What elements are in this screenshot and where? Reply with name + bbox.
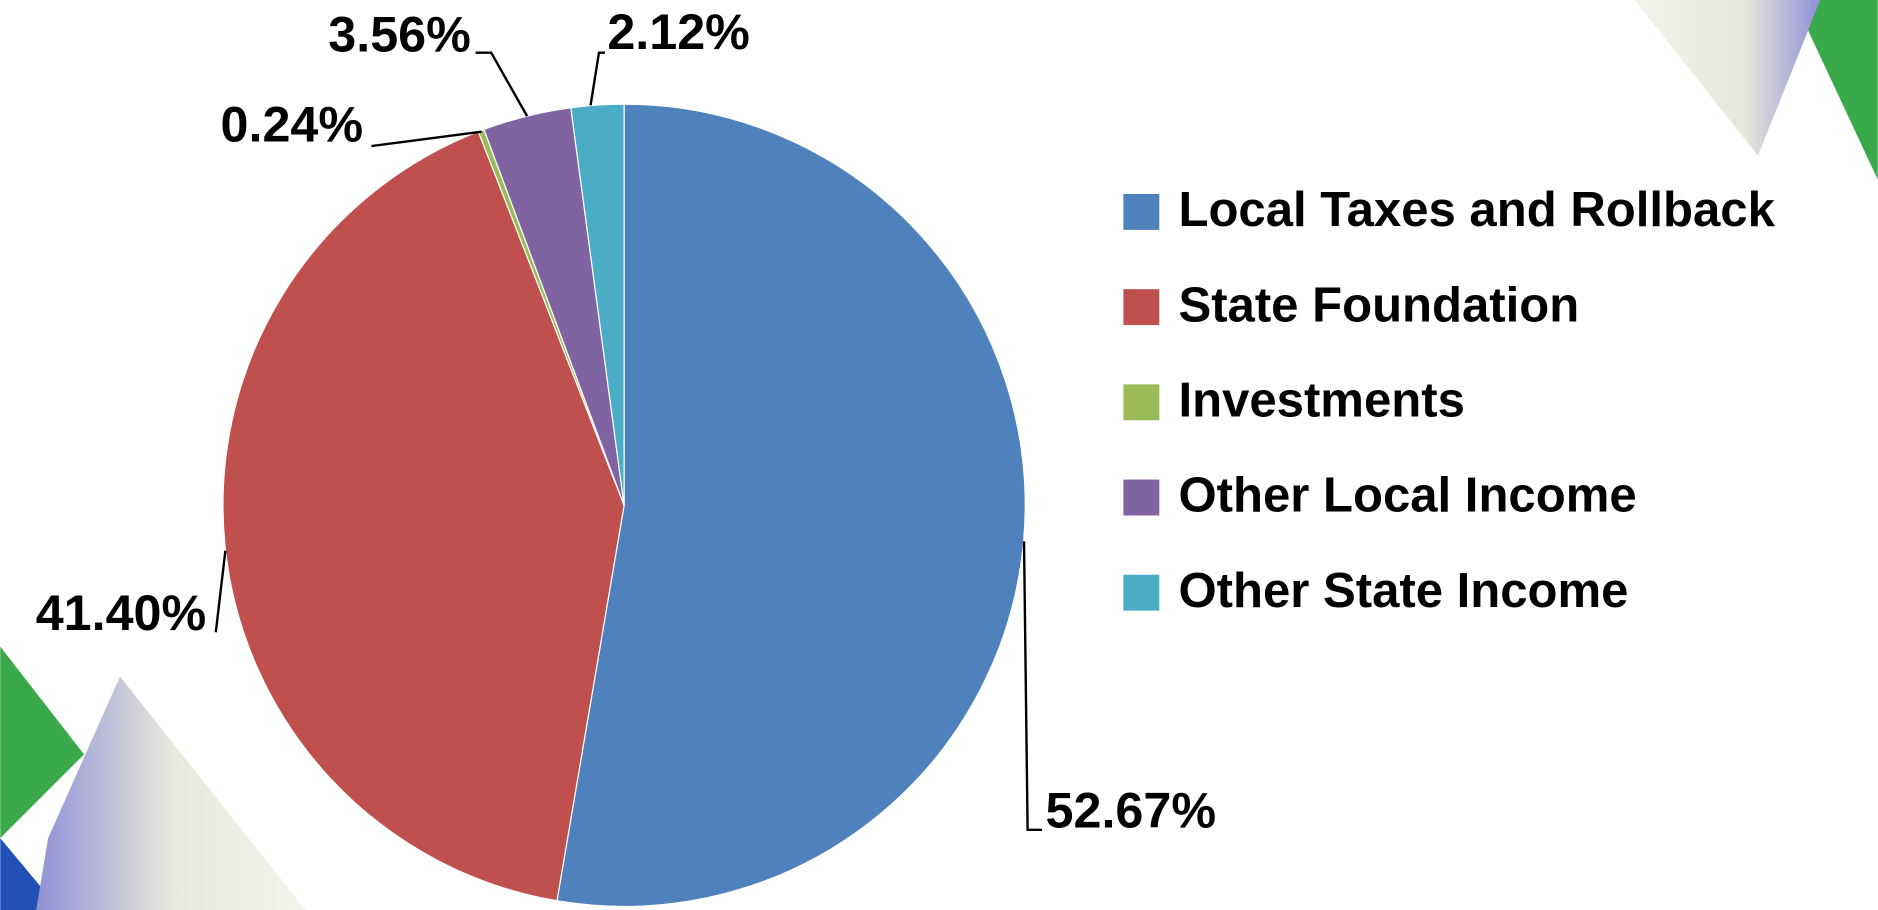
legend-label: Other Local Income <box>1178 469 1636 523</box>
leader-line <box>589 51 605 106</box>
data-label: 3.56% <box>328 6 471 63</box>
leader-line <box>371 130 482 148</box>
legend-label: Local Taxes and Rollback <box>1178 183 1775 237</box>
leader-line <box>1022 541 1042 831</box>
leader-line <box>214 550 227 633</box>
data-label: 2.12% <box>607 3 750 60</box>
legend-label: Investments <box>1178 373 1464 427</box>
pie-slice <box>570 103 625 506</box>
legend-label: Other State Income <box>1178 564 1628 618</box>
legend-swatch <box>1123 574 1160 611</box>
leader-line <box>475 51 529 117</box>
legend: Local Taxes and Rollback State Foundation… <box>1123 183 1776 618</box>
data-labels: 52.67% 41.40% 0.24% 3.56% 2.12% <box>36 3 1216 838</box>
legend-swatch <box>1123 384 1160 421</box>
legend-swatch <box>1123 289 1160 326</box>
pie <box>222 103 1026 908</box>
legend-swatch <box>1123 193 1160 230</box>
pie-slice <box>222 130 625 902</box>
data-label: 41.40% <box>36 584 206 641</box>
legend-swatch <box>1123 479 1160 516</box>
data-label: 52.67% <box>1046 781 1216 838</box>
legend-label: State Foundation <box>1178 278 1579 332</box>
pie-slice <box>556 103 1026 908</box>
data-label: 0.24% <box>221 95 364 152</box>
